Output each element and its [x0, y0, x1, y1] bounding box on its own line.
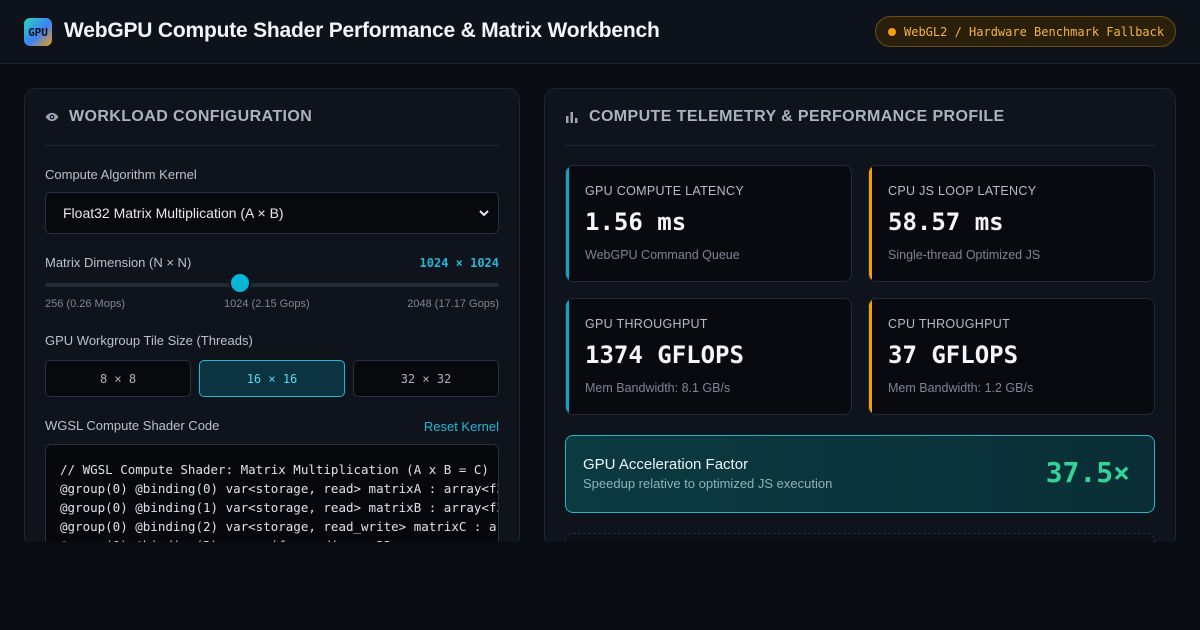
tile-button-8[interactable]: 8 × 8 [45, 360, 191, 397]
gpu-throughput-card: GPU THROUGHPUT 1374 GFLOPS Mem Bandwidth… [565, 298, 852, 415]
bar-chart-icon [566, 112, 578, 123]
fallback-status-text: WebGL2 / Hardware Benchmark Fallback [904, 24, 1165, 39]
workload-configuration-panel: WORKLOAD CONFIGURATION Compute Algorithm… [24, 88, 520, 548]
slider-tick-max: 2048 (17.17 Gops) [407, 298, 499, 310]
gpu-throughput-value: 1374 GFLOPS [585, 341, 744, 369]
gpu-logo-icon: GPU [24, 18, 52, 46]
dimension-value: 1024 × 1024 [419, 256, 499, 270]
slider-tick-min: 256 (0.26 Mops) [45, 298, 126, 310]
shader-code-editor[interactable]: // WGSL Compute Shader: Matrix Multiplic… [45, 444, 499, 547]
config-panel-header: WORKLOAD CONFIGURATION [45, 89, 499, 146]
app-title: WebGPU Compute Shader Performance & Matr… [64, 19, 660, 42]
gpu-latency-value: 1.56 ms [585, 208, 687, 236]
tile-button-16[interactable]: 16 × 16 [199, 360, 345, 397]
tile-button-32[interactable]: 32 × 32 [353, 360, 499, 397]
cpu-latency-sub: Single-thread Optimized JS [888, 248, 1041, 262]
reset-kernel-button[interactable]: Reset Kernel [423, 419, 499, 434]
chevron-down-icon [479, 210, 489, 217]
cpu-latency-label: CPU JS LOOP LATENCY [888, 184, 1037, 198]
acceleration-value: 37.5× [1045, 456, 1130, 489]
telemetry-panel-title: COMPUTE TELEMETRY & PERFORMANCE PROFILE [589, 108, 1005, 125]
code-line: // WGSL Compute Shader: Matrix Multiplic… [60, 462, 489, 477]
telemetry-panel-header: COMPUTE TELEMETRY & PERFORMANCE PROFILE [565, 89, 1155, 146]
code-line: @group(0) @binding(0) var<storage, read>… [60, 481, 499, 496]
cpu-throughput-value: 37 GFLOPS [888, 341, 1019, 369]
cpu-throughput-sub: Mem Bandwidth: 1.2 GB/s [888, 381, 1034, 395]
eye-icon [45, 112, 59, 122]
acceleration-sub: Speedup relative to optimized JS executi… [583, 476, 833, 491]
code-line: @group(0) @binding(2) var<storage, read_… [60, 519, 498, 534]
code-line: @group(0) @binding(1) var<storage, read>… [60, 500, 499, 515]
app-header: GPU WebGPU Compute Shader Performance & … [0, 0, 1200, 64]
gpu-latency-label: GPU COMPUTE LATENCY [585, 184, 744, 198]
cpu-throughput-card: CPU THROUGHPUT 37 GFLOPS Mem Bandwidth: … [868, 298, 1155, 415]
gpu-throughput-sub: Mem Bandwidth: 8.1 GB/s [585, 381, 731, 395]
cpu-latency-value: 58.57 ms [888, 208, 1004, 236]
acceleration-title: GPU Acceleration Factor [583, 456, 749, 473]
gpu-latency-card: GPU COMPUTE LATENCY 1.56 ms WebGPU Comma… [565, 165, 852, 282]
status-dot-icon [888, 27, 896, 36]
kernel-select[interactable]: Float32 Matrix Multiplication (A × B) [45, 192, 499, 234]
telemetry-panel: COMPUTE TELEMETRY & PERFORMANCE PROFILE … [544, 88, 1176, 548]
dimension-label: Matrix Dimension (N × N) [45, 255, 192, 270]
kernel-label: Compute Algorithm Kernel [45, 167, 197, 182]
acceleration-factor-card: GPU Acceleration Factor Speedup relative… [565, 435, 1155, 513]
shader-code-label: WGSL Compute Shader Code [45, 418, 220, 433]
tile-size-label: GPU Workgroup Tile Size (Threads) [45, 333, 253, 348]
cpu-throughput-label: CPU THROUGHPUT [888, 317, 1011, 331]
fallback-status-badge: WebGL2 / Hardware Benchmark Fallback [875, 16, 1176, 47]
dimension-slider-track[interactable] [45, 283, 499, 287]
gpu-throughput-label: GPU THROUGHPUT [585, 317, 708, 331]
cpu-latency-card: CPU JS LOOP LATENCY 58.57 ms Single-thre… [868, 165, 1155, 282]
kernel-selected-value: Float32 Matrix Multiplication (A × B) [63, 205, 284, 221]
gpu-latency-sub: WebGPU Command Queue [585, 248, 740, 262]
slider-tick-mid: 1024 (2.15 Gops) [224, 298, 310, 310]
viewport-fold [0, 542, 1200, 630]
dimension-slider-thumb[interactable] [231, 274, 250, 292]
config-panel-title: WORKLOAD CONFIGURATION [69, 108, 313, 125]
